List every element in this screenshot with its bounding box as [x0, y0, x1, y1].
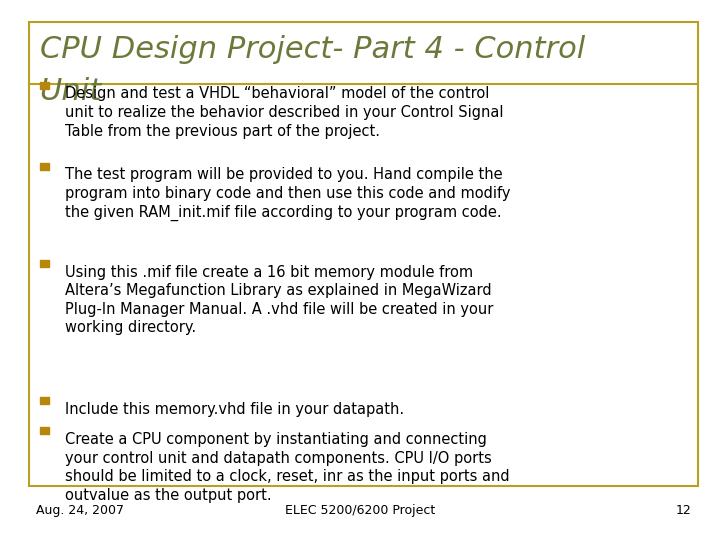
- Text: ELEC 5200/6200 Project: ELEC 5200/6200 Project: [285, 504, 435, 517]
- Text: Include this memory.vhd file in your datapath.: Include this memory.vhd file in your dat…: [65, 402, 404, 417]
- Bar: [40, 163, 49, 170]
- Text: CPU Design Project- Part 4 - Control: CPU Design Project- Part 4 - Control: [40, 35, 585, 64]
- Text: Aug. 24, 2007: Aug. 24, 2007: [36, 504, 124, 517]
- Text: Design and test a VHDL “behavioral” model of the control
unit to realize the beh: Design and test a VHDL “behavioral” mode…: [65, 86, 503, 139]
- Bar: [29, 22, 698, 486]
- Bar: [40, 397, 49, 404]
- Bar: [40, 82, 49, 89]
- Text: Create a CPU component by instantiating and connecting
your control unit and dat: Create a CPU component by instantiating …: [65, 432, 510, 503]
- Text: Using this .mif file create a 16 bit memory module from
Altera’s Megafunction Li: Using this .mif file create a 16 bit mem…: [65, 265, 493, 335]
- Bar: [40, 427, 49, 434]
- Text: 12: 12: [675, 504, 691, 517]
- Text: Unit: Unit: [40, 77, 102, 106]
- Bar: [40, 260, 49, 267]
- Text: The test program will be provided to you. Hand compile the
program into binary c: The test program will be provided to you…: [65, 167, 510, 221]
